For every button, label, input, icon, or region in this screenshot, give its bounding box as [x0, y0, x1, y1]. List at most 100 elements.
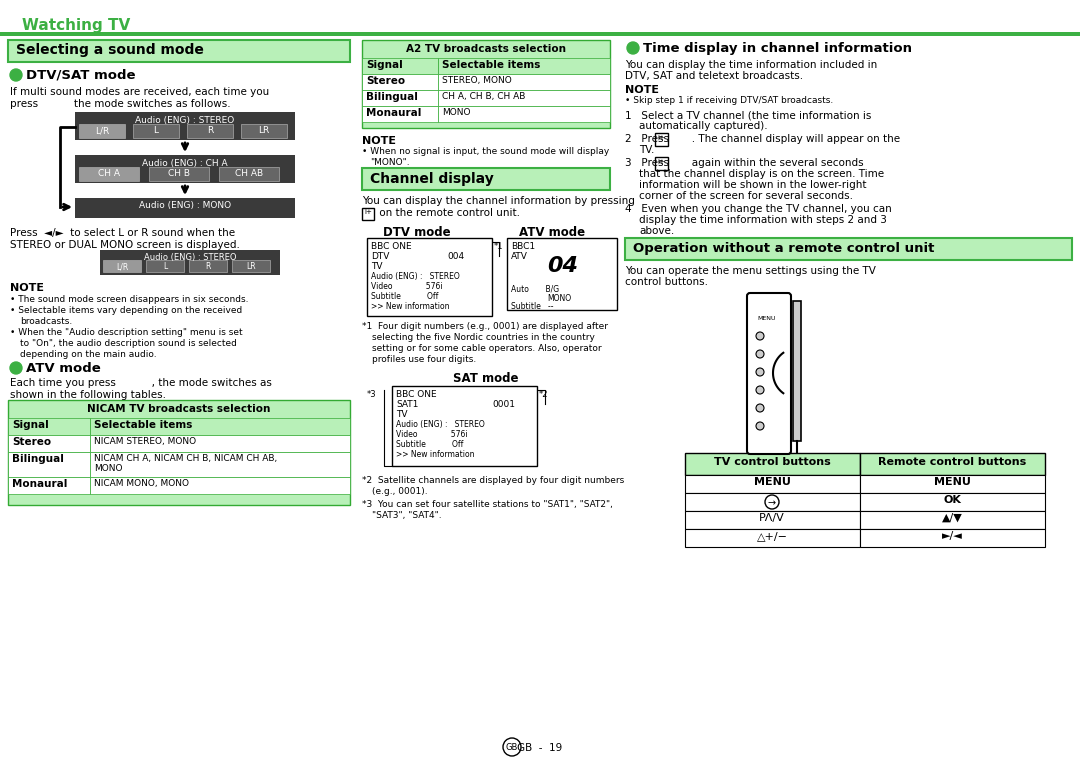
- Circle shape: [765, 495, 779, 509]
- Bar: [133, 124, 179, 138]
- Text: >> New information: >> New information: [396, 450, 474, 459]
- Bar: [438, 90, 610, 106]
- Bar: [75, 198, 295, 218]
- Text: Audio (ENG) : STEREO: Audio (ENG) : STEREO: [144, 253, 237, 262]
- Text: You can display the channel information by pressing: You can display the channel information …: [362, 196, 635, 206]
- Bar: [103, 260, 141, 272]
- Bar: [362, 208, 374, 220]
- Text: NOTE: NOTE: [625, 85, 659, 95]
- Bar: [0, 32, 1080, 36]
- Circle shape: [756, 332, 764, 340]
- Bar: [362, 74, 438, 90]
- Bar: [860, 529, 1045, 547]
- Text: Signal: Signal: [12, 420, 49, 430]
- Text: BBC ONE: BBC ONE: [396, 390, 436, 399]
- Text: Stereo: Stereo: [12, 437, 51, 447]
- Text: "MONO".: "MONO".: [370, 158, 409, 167]
- Bar: [232, 260, 270, 272]
- Text: Remote control buttons: Remote control buttons: [878, 457, 1026, 467]
- Text: Operation without a remote control unit: Operation without a remote control unit: [633, 242, 934, 255]
- Text: 0001: 0001: [492, 400, 515, 409]
- Text: depending on the main audio.: depending on the main audio.: [21, 350, 157, 359]
- Text: press           the mode switches as follows.: press the mode switches as follows.: [10, 99, 231, 109]
- Text: ATV mode: ATV mode: [518, 226, 585, 239]
- Text: MENU: MENU: [758, 316, 777, 321]
- Text: • The sound mode screen disappears in six seconds.: • The sound mode screen disappears in si…: [10, 295, 248, 304]
- Text: ATV mode: ATV mode: [26, 362, 100, 375]
- Text: Channel display: Channel display: [370, 172, 494, 186]
- Bar: [654, 157, 669, 170]
- Text: CH A: CH A: [98, 169, 120, 178]
- Text: selecting the five Nordic countries in the country: selecting the five Nordic countries in t…: [372, 333, 595, 342]
- Text: DTV, SAT and teletext broadcasts.: DTV, SAT and teletext broadcasts.: [625, 71, 804, 81]
- Text: on the remote control unit.: on the remote control unit.: [376, 208, 519, 218]
- Bar: [685, 493, 860, 511]
- Bar: [8, 477, 90, 494]
- Text: R: R: [205, 262, 211, 271]
- Text: 4   Even when you change the TV channel, you can: 4 Even when you change the TV channel, y…: [625, 204, 892, 214]
- Text: L/R: L/R: [116, 262, 129, 271]
- Text: *3: *3: [367, 390, 377, 399]
- Text: (e.g., 0001).: (e.g., 0001).: [372, 487, 428, 496]
- Bar: [860, 453, 1045, 475]
- Bar: [8, 435, 90, 452]
- Text: Bilingual: Bilingual: [366, 92, 418, 102]
- Circle shape: [756, 350, 764, 358]
- Text: broadcasts.: broadcasts.: [21, 317, 72, 326]
- Bar: [75, 112, 295, 140]
- Text: SAT mode: SAT mode: [454, 372, 518, 385]
- Text: GB: GB: [505, 743, 518, 752]
- Text: control buttons.: control buttons.: [625, 277, 708, 287]
- Text: Audio (ENG) :   STEREO: Audio (ENG) : STEREO: [396, 420, 485, 429]
- Text: Auto       B/G: Auto B/G: [511, 284, 559, 293]
- Text: "SAT3", "SAT4".: "SAT3", "SAT4".: [372, 511, 442, 520]
- Bar: [392, 386, 537, 466]
- Text: TV.: TV.: [639, 145, 654, 155]
- Text: LR: LR: [246, 262, 256, 271]
- Text: *1: *1: [494, 242, 503, 251]
- Bar: [860, 475, 1045, 493]
- Text: MONO: MONO: [546, 294, 571, 303]
- Bar: [654, 133, 669, 146]
- Bar: [90, 418, 350, 435]
- Bar: [438, 74, 610, 90]
- Text: Monaural: Monaural: [366, 108, 421, 118]
- Bar: [362, 90, 438, 106]
- Text: to "On", the audio description sound is selected: to "On", the audio description sound is …: [21, 339, 237, 348]
- Text: →: →: [768, 498, 777, 508]
- Bar: [90, 435, 350, 452]
- Text: STEREO or DUAL MONO screen is displayed.: STEREO or DUAL MONO screen is displayed.: [10, 240, 240, 250]
- Text: CH B: CH B: [168, 169, 190, 178]
- Bar: [187, 124, 233, 138]
- Text: i+: i+: [364, 209, 372, 215]
- Text: DTV: DTV: [372, 252, 390, 261]
- Bar: [685, 475, 860, 493]
- Text: Audio (ENG) : MONO: Audio (ENG) : MONO: [139, 201, 231, 210]
- Text: NICAM STEREO, MONO: NICAM STEREO, MONO: [94, 437, 197, 446]
- Bar: [685, 529, 860, 547]
- Bar: [8, 40, 350, 62]
- Bar: [362, 168, 610, 190]
- Circle shape: [627, 42, 639, 54]
- Text: ATV: ATV: [511, 252, 528, 261]
- Text: OK: OK: [943, 495, 961, 505]
- Text: 004: 004: [447, 252, 464, 261]
- Text: NICAM TV broadcasts selection: NICAM TV broadcasts selection: [87, 404, 271, 414]
- Bar: [438, 58, 610, 74]
- Text: Subtitle           Off: Subtitle Off: [396, 440, 463, 449]
- Text: Press  ◄/►  to select L or R sound when the: Press ◄/► to select L or R sound when th…: [10, 228, 235, 238]
- Text: Watching TV: Watching TV: [22, 18, 131, 33]
- Text: • Skip step 1 if receiving DTV/SAT broadcasts.: • Skip step 1 if receiving DTV/SAT broad…: [625, 96, 834, 105]
- Bar: [79, 124, 125, 138]
- Text: You can display the time information included in: You can display the time information inc…: [625, 60, 877, 70]
- Text: ►/◄: ►/◄: [942, 531, 962, 541]
- Text: TV: TV: [372, 262, 382, 271]
- Bar: [367, 238, 492, 316]
- Text: *1  Four digit numbers (e.g., 0001) are displayed after: *1 Four digit numbers (e.g., 0001) are d…: [362, 322, 608, 331]
- Text: Selectable items: Selectable items: [94, 420, 192, 430]
- Text: You can operate the menu settings using the TV: You can operate the menu settings using …: [625, 266, 876, 276]
- Text: BBC1: BBC1: [511, 242, 535, 251]
- Text: automatically captured).: automatically captured).: [639, 121, 768, 131]
- Text: △+/−: △+/−: [756, 531, 787, 541]
- FancyBboxPatch shape: [747, 293, 791, 454]
